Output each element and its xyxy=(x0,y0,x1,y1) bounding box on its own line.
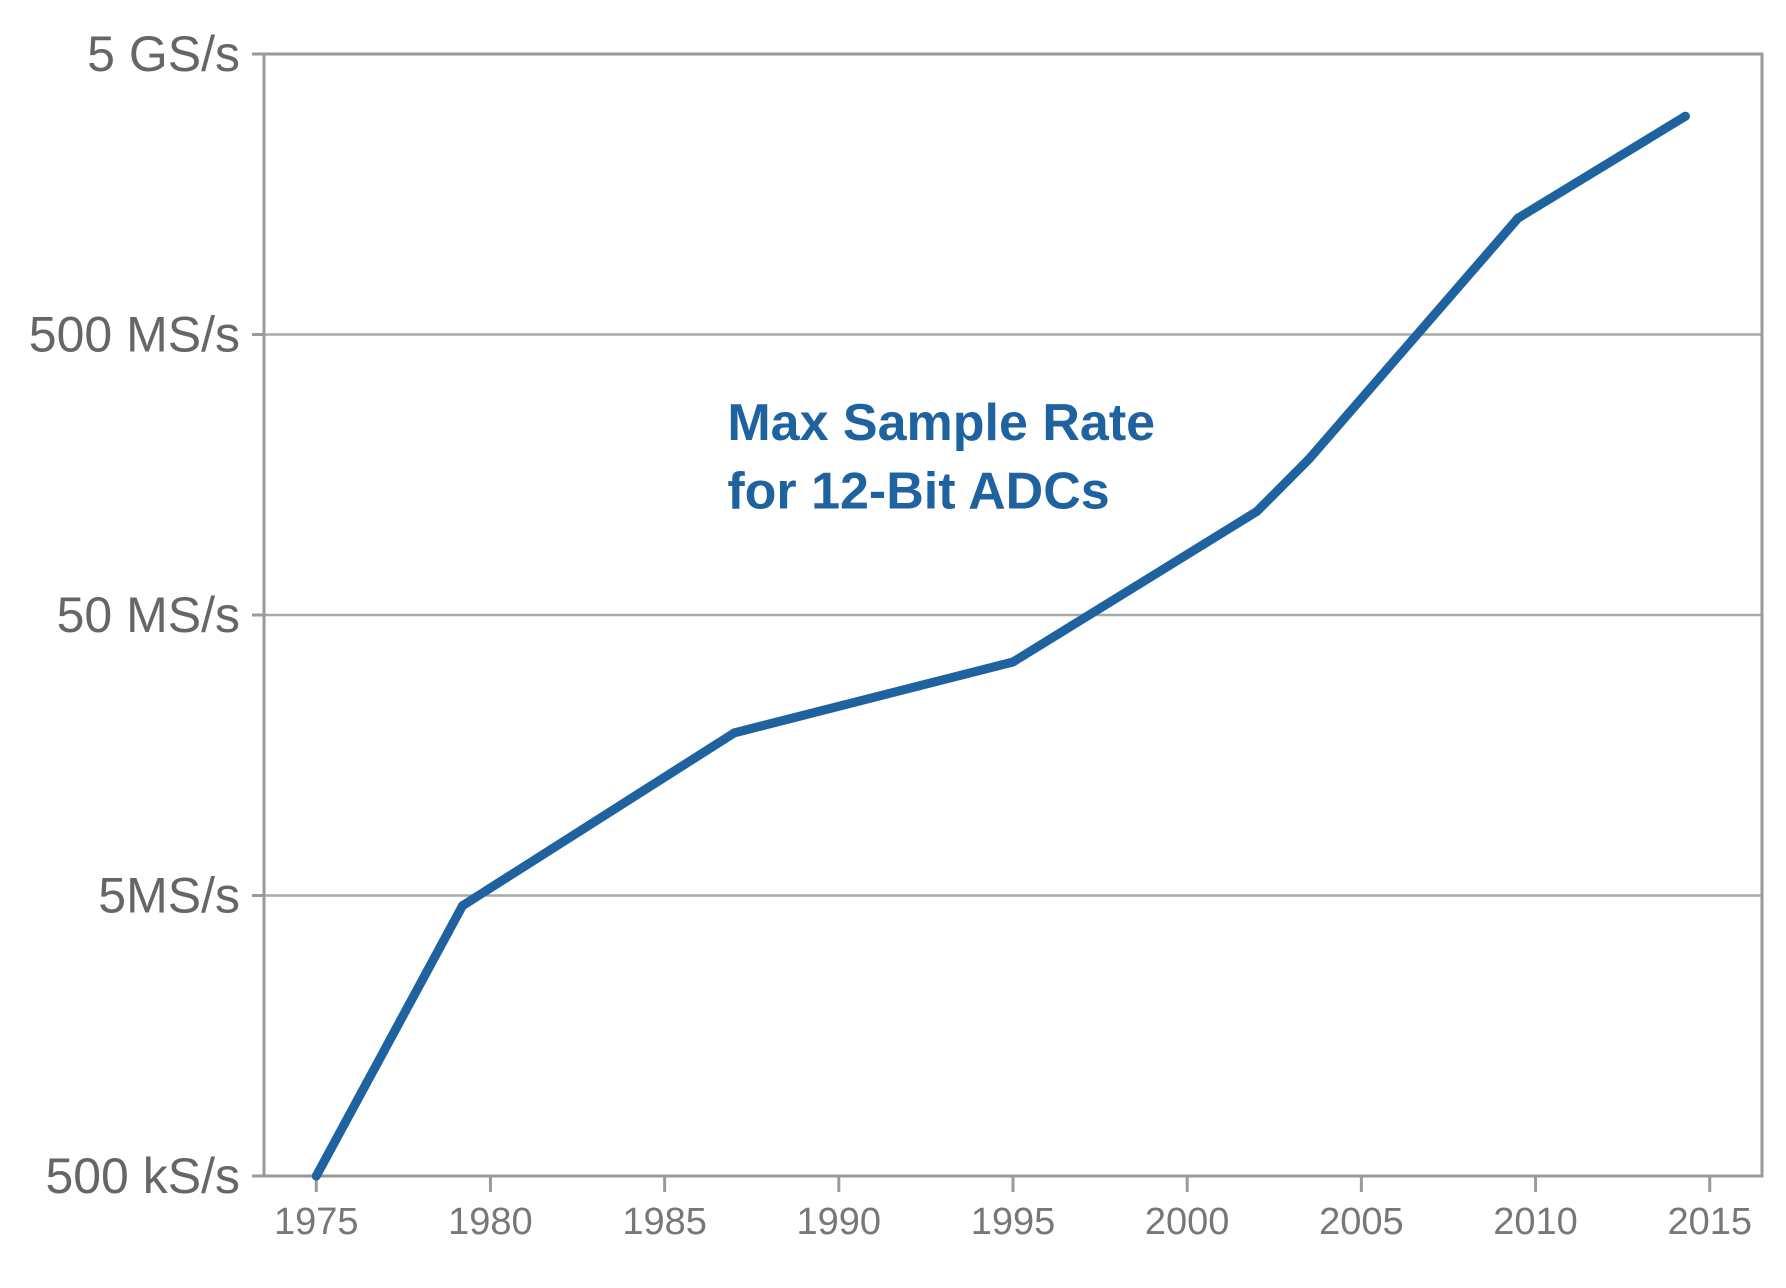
data-point xyxy=(1680,111,1690,121)
series-line-0 xyxy=(311,111,1690,1181)
x-tick-label: 1980 xyxy=(448,1201,533,1243)
annotations: Max Sample Rate for 12-Bit ADCs xyxy=(727,394,1155,520)
x-tick-label: 1985 xyxy=(622,1201,707,1243)
series-layer xyxy=(311,111,1690,1181)
axes: 500 kS/s 5MS/s 50 MS/s 500 MS/s 5 GS/s 1975 19… xyxy=(29,26,1764,1243)
x-tick-label: 2005 xyxy=(1319,1201,1404,1243)
data-point xyxy=(1513,213,1523,223)
y-tick-label: 500 MS/s xyxy=(29,307,240,363)
data-point xyxy=(1008,657,1018,667)
annotation-line-1: Max Sample Rate xyxy=(727,394,1155,452)
data-point xyxy=(311,1171,321,1181)
data-point xyxy=(1304,454,1314,464)
y-tick-label: 5 GS/s xyxy=(87,26,240,82)
y-tick-label: 500 kS/s xyxy=(45,1148,240,1204)
data-point xyxy=(1252,506,1262,516)
y-tick-label: 5MS/s xyxy=(98,868,240,924)
x-tick-label: 1990 xyxy=(797,1201,882,1243)
x-tick-label: 2000 xyxy=(1145,1201,1230,1243)
x-tick-label: 1975 xyxy=(274,1201,359,1243)
data-point xyxy=(729,728,739,738)
annotation-line-2: for 12-Bit ADCs xyxy=(727,462,1109,520)
x-tick-label: 1995 xyxy=(971,1201,1056,1243)
x-tick-label: 2015 xyxy=(1667,1201,1752,1243)
data-point xyxy=(458,901,468,911)
y-tick-label: 50 MS/s xyxy=(57,587,240,643)
x-tick-label: 2010 xyxy=(1493,1201,1578,1243)
